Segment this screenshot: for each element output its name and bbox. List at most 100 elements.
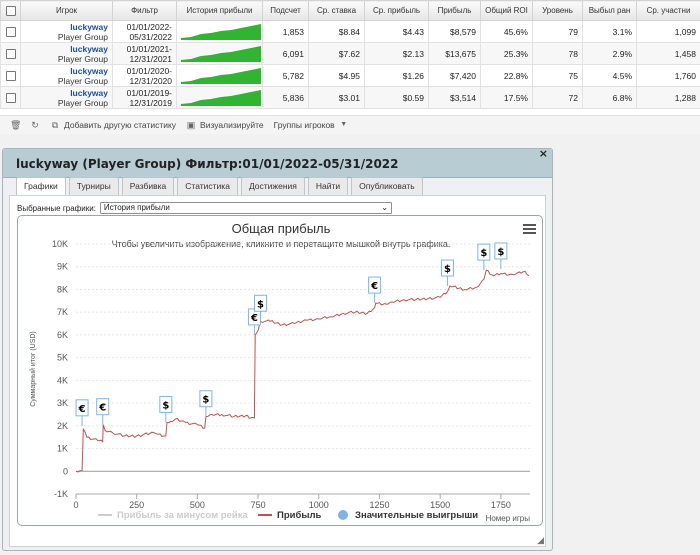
cell-filter: 01/01/2020- 12/31/2020 [112, 64, 177, 87]
row-checkbox[interactable] [0, 86, 21, 109]
cell-avg-entrants: 1,760 [636, 64, 700, 87]
filter-end: 12/31/2019 [129, 97, 172, 108]
cell-level: 72 [532, 86, 583, 109]
tab-statistics[interactable]: Статистика [177, 177, 238, 195]
cell-avg-profit: $4.43 [364, 20, 429, 43]
tab-breakdown[interactable]: Разбивка [121, 177, 175, 195]
cell-early-out: 2.9% [582, 42, 637, 65]
cell-player[interactable]: luckyway Player Group [20, 42, 113, 65]
cell-early-out: 3.1% [582, 20, 637, 43]
cell-count: 6,091 [262, 42, 309, 65]
y-tick-label: 9K [57, 262, 68, 272]
chart-menu-icon[interactable] [523, 224, 536, 235]
tab-achievements[interactable]: Достижения [240, 177, 305, 195]
table-header-row: Игрок Фильтр История прибыли Подсчет Ср.… [0, 0, 700, 21]
delete-button[interactable]: 🗑 [10, 120, 21, 130]
row-checkbox[interactable] [0, 20, 21, 43]
cell-filter: 01/01/2022- 05/31/2022 [112, 20, 177, 43]
chart-title: Общая прибыль [232, 221, 331, 236]
marker-symbol: € [78, 404, 86, 415]
tab-find[interactable]: Найти [307, 177, 349, 195]
y-tick-label: 0 [63, 466, 68, 476]
table-row[interactable]: luckyway Player Group 01/01/2021- 12/31/202… [0, 42, 700, 65]
col-header-avg-entrants[interactable]: Ср. участни [636, 0, 700, 21]
close-icon[interactable]: × [538, 147, 548, 160]
legend-label: Значительные выигрыши [355, 510, 478, 521]
table-row[interactable]: luckyway Player Group 01/01/2020- 12/31/202… [0, 64, 700, 87]
player-name[interactable]: luckyway [70, 21, 108, 32]
col-header-profit[interactable]: Прибыль [428, 0, 481, 21]
col-header-filter[interactable]: Фильтр [112, 0, 177, 21]
refresh-button[interactable]: ↻ [30, 120, 40, 130]
col-header-level[interactable]: Уровень [532, 0, 583, 21]
cell-profit-sparkline [176, 42, 263, 65]
filter-end: 12/31/2020 [129, 75, 172, 86]
y-axis-label: Суммарный итог (USD) [29, 331, 37, 407]
visualize-label: Визуализируйте [200, 120, 264, 130]
player-groups-dropdown[interactable]: Группы игроков ▼ [274, 120, 349, 130]
cell-avg-profit: $1.26 [364, 64, 429, 87]
cell-player[interactable]: luckyway Player Group [20, 86, 113, 109]
col-header-roi[interactable]: Общий ROI [480, 0, 533, 21]
col-header-avg-stake[interactable]: Ср. ставка [308, 0, 365, 21]
cell-early-out: 6.8% [582, 86, 637, 109]
filter-start: 01/01/2022- [126, 21, 172, 32]
cell-profit: $8,579 [428, 20, 481, 43]
tab-tournaments[interactable]: Турниры [68, 177, 119, 195]
profit-chart[interactable]: Общая прибыль Чтобы увеличить изображение… [17, 215, 543, 526]
player-groups-label: Группы игроков [273, 120, 335, 130]
caret-down-icon: ▼ [340, 121, 348, 128]
chart-selector-label: Выбранные графики: [17, 203, 96, 213]
cell-filter: 01/01/2019- 12/31/2019 [112, 86, 177, 109]
cell-avg-stake: $3.01 [308, 86, 365, 109]
cell-profit-sparkline [176, 86, 263, 109]
col-header-profit-history[interactable]: История прибыли [176, 0, 263, 21]
player-name[interactable]: luckyway [70, 43, 108, 54]
cell-player[interactable]: luckyway Player Group [20, 64, 113, 87]
tab-charts[interactable]: Графики [16, 177, 66, 196]
table-row[interactable]: luckyway Player Group 01/01/2022- 05/31/202… [0, 20, 700, 43]
x-tick-label: 500 [190, 500, 205, 510]
player-name[interactable]: luckyway [70, 87, 108, 98]
profit-sparkline [181, 67, 261, 84]
resize-handle-icon[interactable]: ◢ [537, 535, 544, 545]
col-header-count[interactable]: Подсчет [262, 0, 309, 21]
cell-profit-sparkline [176, 64, 263, 87]
chart-selector-dropdown[interactable]: История прибыли ⌄ [99, 202, 392, 214]
y-tick-label: 4K [57, 375, 68, 385]
cell-count: 5,836 [262, 86, 309, 109]
big-win-marker [96, 398, 110, 416]
panel-header: luckyway (Player Group) Фильтр:01/01/202… [3, 147, 552, 178]
big-win-marker [440, 259, 454, 277]
chart-selector-value: История прибыли [103, 203, 170, 212]
col-header-avg-profit[interactable]: Ср. прибыль [364, 0, 429, 21]
cell-count: 1,853 [262, 20, 309, 43]
checkbox-icon [5, 92, 16, 103]
visualize-button[interactable]: ▣ Визуализируйте [186, 120, 264, 130]
marker-symbol: $ [257, 299, 264, 310]
col-header-player[interactable]: Игрок [20, 0, 113, 21]
player-name[interactable]: luckyway [70, 65, 108, 76]
tab-publish[interactable]: Опубликовать [351, 177, 423, 195]
col-header-early-out[interactable]: Выбыл ран [582, 0, 637, 21]
select-all-checkbox[interactable] [0, 0, 21, 21]
big-win-marker [159, 395, 173, 413]
profit-series-line [75, 269, 530, 473]
row-checkbox[interactable] [0, 64, 21, 87]
x-tick-label: 1500 [430, 500, 450, 510]
cell-player[interactable]: luckyway Player Group [20, 20, 113, 43]
profit-sparkline [181, 89, 261, 106]
cell-avg-entrants: 1,458 [636, 42, 700, 65]
row-checkbox[interactable] [0, 42, 21, 65]
big-win-marker [368, 276, 382, 294]
x-tick-label: 1750 [491, 500, 511, 510]
legend-label: Прибыль за минусом рейка [117, 510, 248, 521]
x-tick-label: 0 [73, 500, 78, 510]
table-row[interactable]: luckyway Player Group 01/01/2019- 12/31/201… [0, 86, 700, 109]
checkbox-icon [5, 48, 16, 59]
charts-tab-content: Выбранные графики: История прибыли ⌄ Общ… [9, 195, 546, 547]
add-statistic-button[interactable]: ⧉ Добавить другую статистику [50, 120, 176, 130]
cell-avg-profit: $2.13 [364, 42, 429, 65]
filter-start: 01/01/2021- [126, 43, 172, 54]
